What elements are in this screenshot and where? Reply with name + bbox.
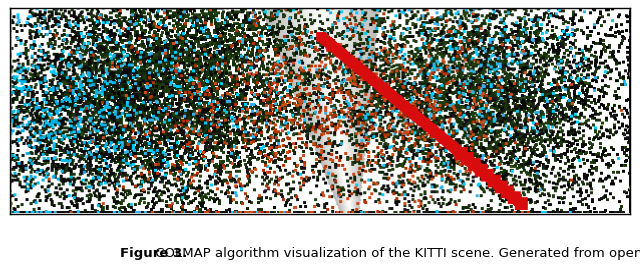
Text: Figure 3.: Figure 3.	[120, 247, 188, 260]
Text: COLMAP algorithm visualization of the KITTI scene. Generated from open source co: COLMAP algorithm visualization of the KI…	[151, 247, 640, 260]
